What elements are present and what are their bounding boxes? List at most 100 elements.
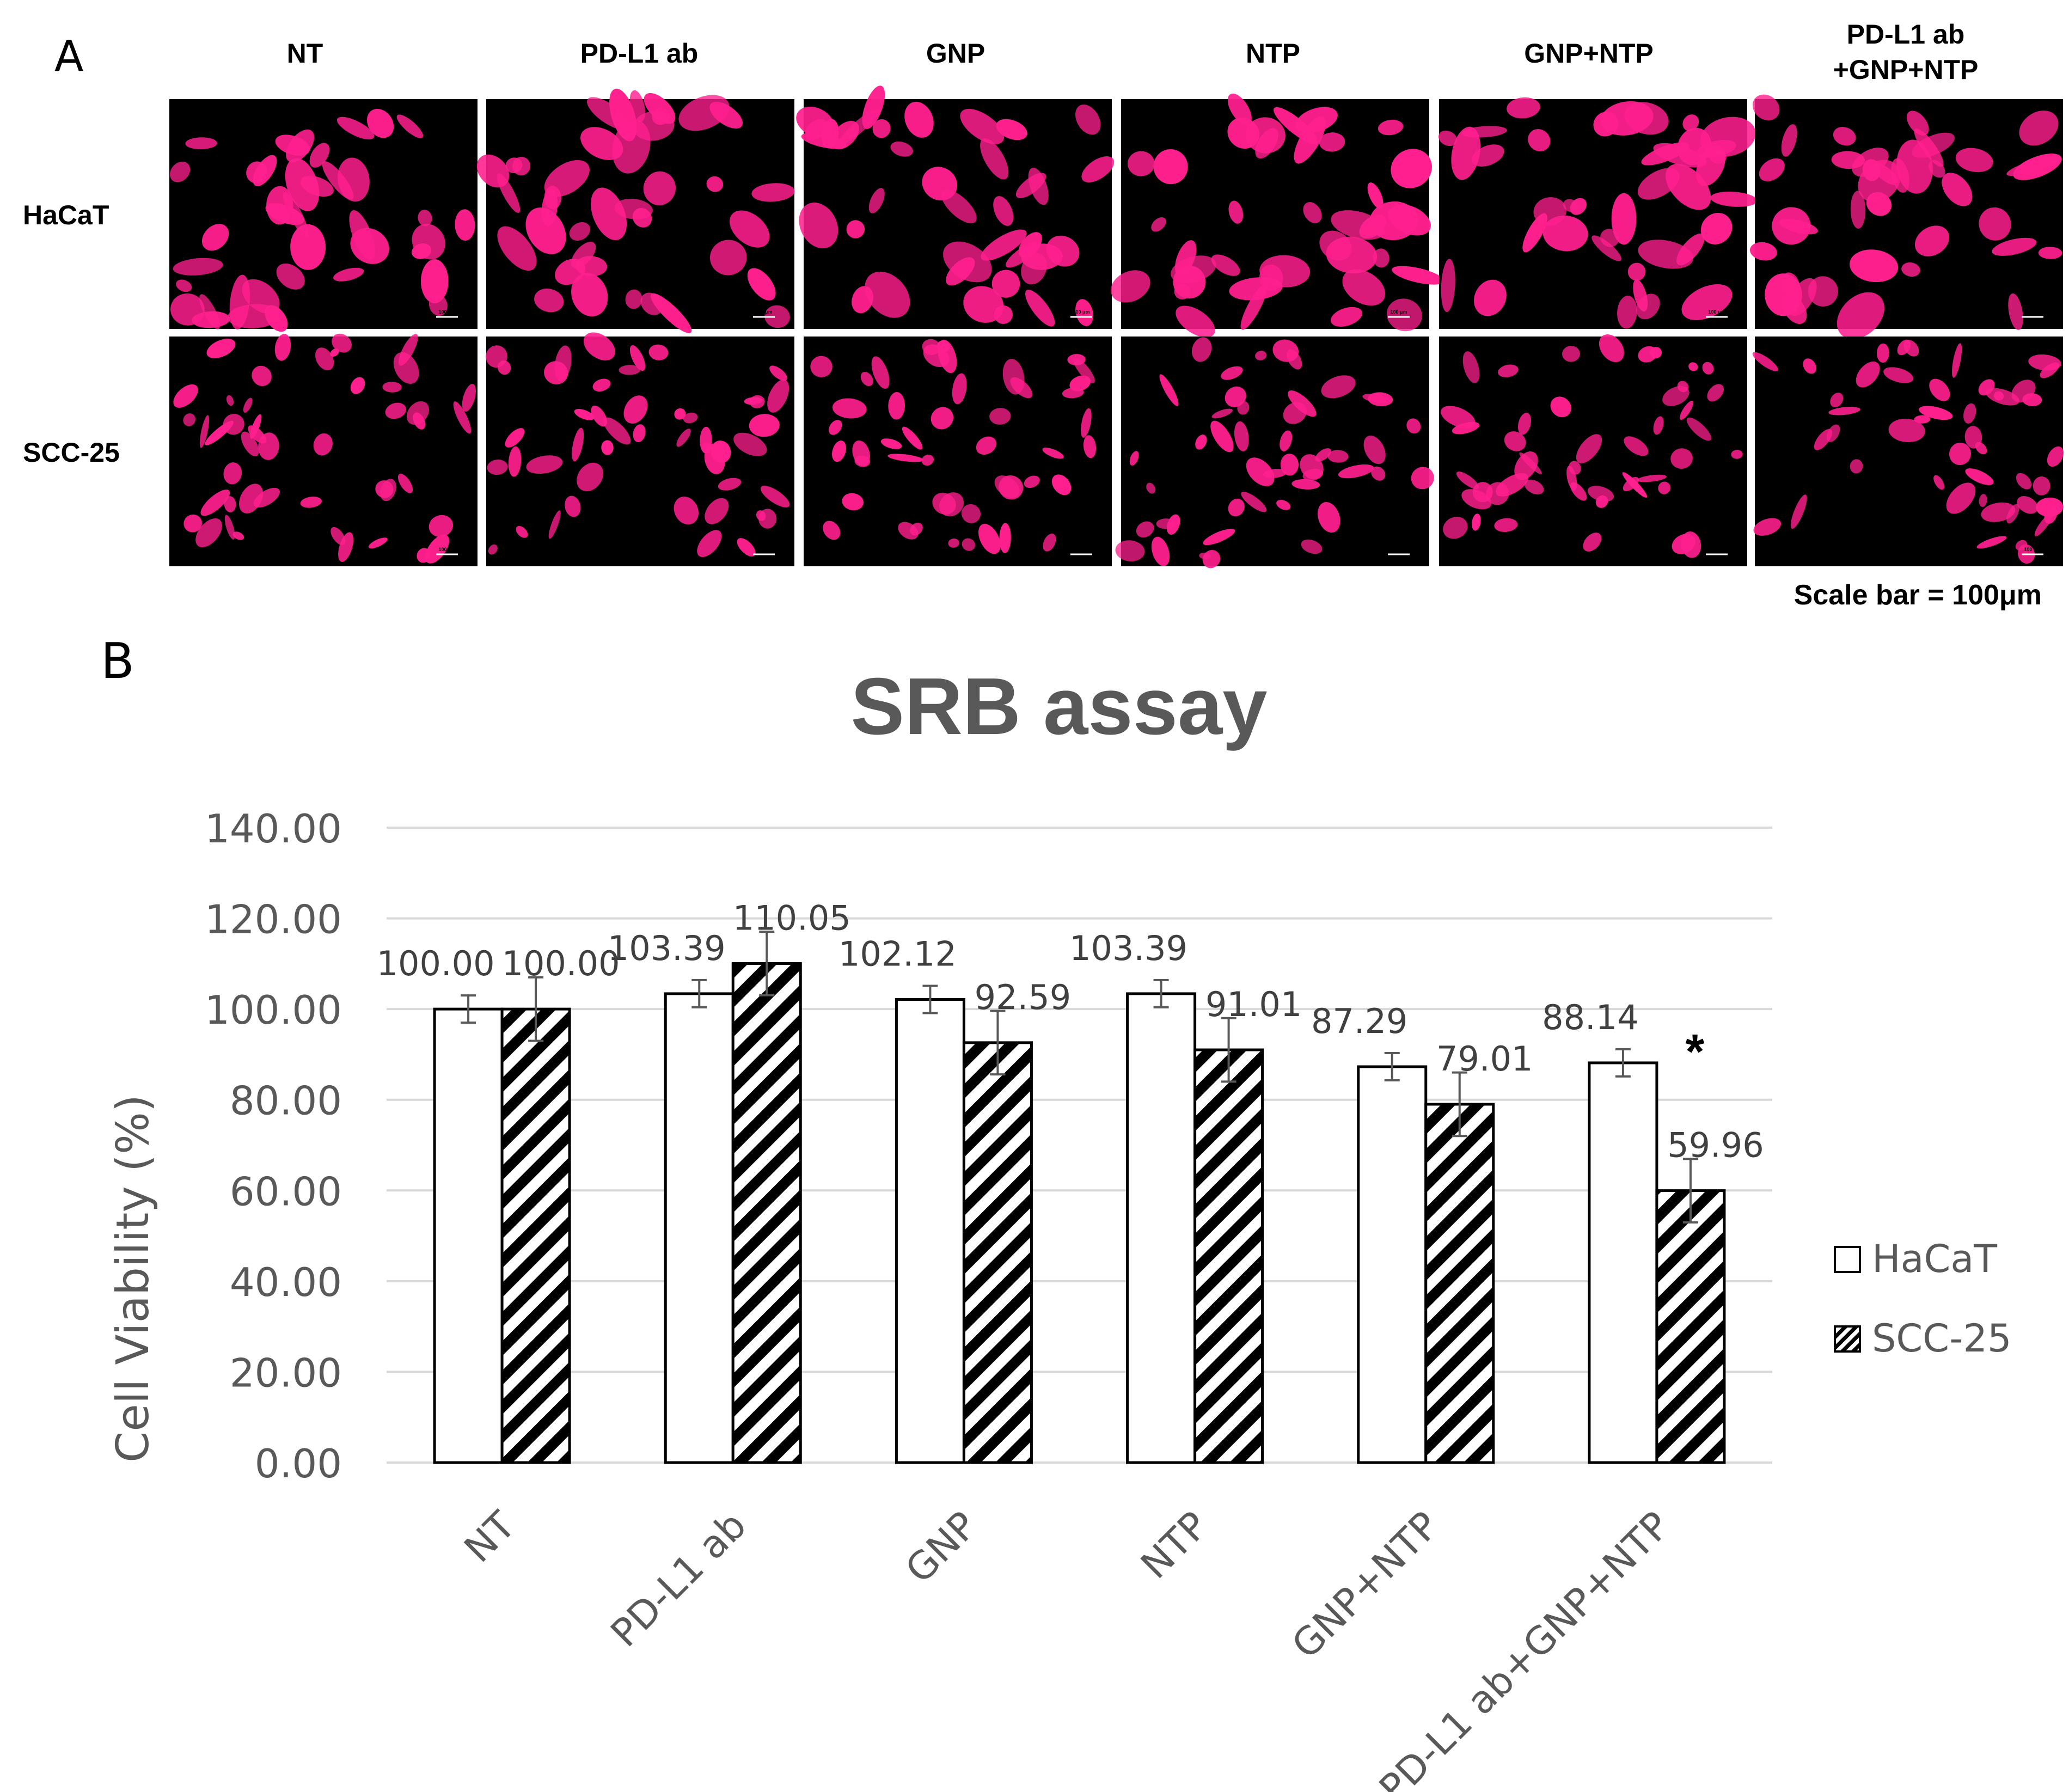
- cell-cluster: [1159, 374, 1179, 406]
- cell-cluster: [1241, 492, 1267, 512]
- cell-cluster: [1211, 254, 1240, 276]
- cell-cluster: [1115, 540, 1145, 562]
- chart-title: SRB assay: [850, 662, 1267, 751]
- cell-cluster: [1600, 101, 1654, 136]
- cell-cluster: [1221, 366, 1243, 380]
- cell-cluster: [612, 119, 651, 174]
- cell-cluster: [880, 438, 902, 449]
- col-header-nt: NT: [287, 38, 323, 69]
- cell-cluster: [382, 381, 402, 393]
- column-headers: NT PD-L1 ab GNP NTP GNP+NTP PD-L1 ab +GN…: [287, 19, 1979, 85]
- cell-cluster: [1975, 442, 1987, 455]
- cell-cluster: [1883, 367, 1914, 383]
- data-label: 92.59: [975, 977, 1072, 1017]
- data-label: 103.39: [1069, 928, 1187, 968]
- cell-cluster: [406, 401, 430, 425]
- cell-cluster: [224, 515, 235, 540]
- cell-cluster: [290, 224, 326, 270]
- cell-cluster: [999, 523, 1011, 553]
- cell-cluster: [1331, 307, 1362, 327]
- cell-cluster: [1790, 494, 1807, 529]
- cell-cluster: [1301, 539, 1323, 554]
- bar-scc25: [1424, 1103, 1495, 1464]
- cell-cluster: [1653, 416, 1664, 435]
- error-bar: [922, 984, 938, 1014]
- cell-cluster: [1695, 146, 1725, 186]
- cell-cluster: [976, 436, 997, 455]
- cell-cluster: [989, 408, 1011, 425]
- cell-cluster: [1779, 218, 1818, 235]
- micrograph-tile: 100 μm: [796, 85, 1115, 329]
- cell-cluster: [338, 532, 354, 562]
- cell-cluster: [948, 538, 959, 548]
- cell-cluster: [1686, 417, 1711, 441]
- cell-cluster: [1228, 200, 1244, 224]
- tile-scale-text: 100 μm: [1390, 309, 1407, 315]
- cell-cluster: [1525, 479, 1544, 495]
- cell-cluster: [996, 119, 1027, 140]
- cell-cluster: [1507, 97, 1540, 119]
- cell-cluster: [952, 373, 967, 405]
- cell-cluster: [603, 417, 631, 445]
- cell-cluster: [1587, 486, 1614, 502]
- cell-cluster: [601, 440, 614, 455]
- cell-cluster: [1021, 253, 1047, 285]
- cell-cluster: [1025, 290, 1055, 327]
- cell-cluster: [1624, 436, 1649, 456]
- bar-hacat: [1588, 1061, 1658, 1464]
- cell-cluster: [842, 493, 864, 511]
- cell-cluster: [1522, 213, 1547, 253]
- cell-cluster: [941, 189, 977, 224]
- bar-hacat: [664, 992, 734, 1464]
- cell-cluster: [633, 424, 646, 443]
- cell-cluster: [176, 279, 192, 292]
- tile-scale-text: 100 μm: [755, 309, 772, 315]
- cell-cluster: [512, 156, 531, 176]
- cell-cluster: [994, 475, 1020, 498]
- cell-cluster: [1752, 94, 1780, 121]
- cell-cluster: [1803, 358, 1816, 374]
- cell-cluster: [1876, 343, 1889, 363]
- cell-cluster: [1166, 514, 1180, 535]
- cell-cluster: [1318, 502, 1340, 533]
- cell-cluster: [1263, 468, 1287, 478]
- cell-cluster: [922, 167, 958, 201]
- tile-scale-text: 100 μm: [1708, 309, 1725, 315]
- cell-cluster: [758, 509, 777, 529]
- cell-cluster: [1680, 400, 1694, 420]
- bar-hacat: [433, 1007, 504, 1464]
- cell-cluster: [592, 378, 611, 392]
- cell-cluster: [625, 289, 642, 309]
- cell-cluster: [1462, 351, 1480, 383]
- cell-cluster: [1617, 296, 1637, 329]
- cell-cluster: [960, 108, 1005, 144]
- cell-cluster: [1949, 442, 1972, 466]
- cell-cluster: [1174, 283, 1191, 300]
- cell-cluster: [1992, 237, 2037, 256]
- cell-cluster: [1856, 361, 1880, 388]
- cell-cluster: [2016, 473, 2032, 490]
- cell-cluster: [285, 129, 315, 163]
- micrograph-tile: 100 μm: [1438, 97, 1758, 329]
- cell-cluster: [1666, 163, 1711, 210]
- cell-cluster: [730, 210, 770, 248]
- cell-cluster: [1599, 334, 1624, 363]
- cell-cluster: [733, 432, 767, 456]
- cell-cluster: [1452, 421, 1480, 435]
- cell-cluster: [487, 459, 508, 475]
- cell-cluster: [1514, 451, 1538, 480]
- micrograph-tile: 100 μm: [1752, 337, 2064, 566]
- error-bar: [1221, 1017, 1236, 1083]
- cell-cluster: [832, 441, 846, 462]
- tile-background: [1755, 337, 2063, 566]
- cell-cluster: [2006, 504, 2019, 524]
- cell-cluster: [418, 210, 432, 227]
- cell-cluster: [1702, 362, 1714, 375]
- cell-cluster: [1006, 241, 1041, 268]
- cell-cluster: [1229, 277, 1283, 301]
- cell-cluster: [1636, 293, 1660, 320]
- cell-cluster: [1362, 394, 1391, 403]
- cell-cluster: [574, 408, 595, 420]
- cell-cluster: [420, 259, 449, 303]
